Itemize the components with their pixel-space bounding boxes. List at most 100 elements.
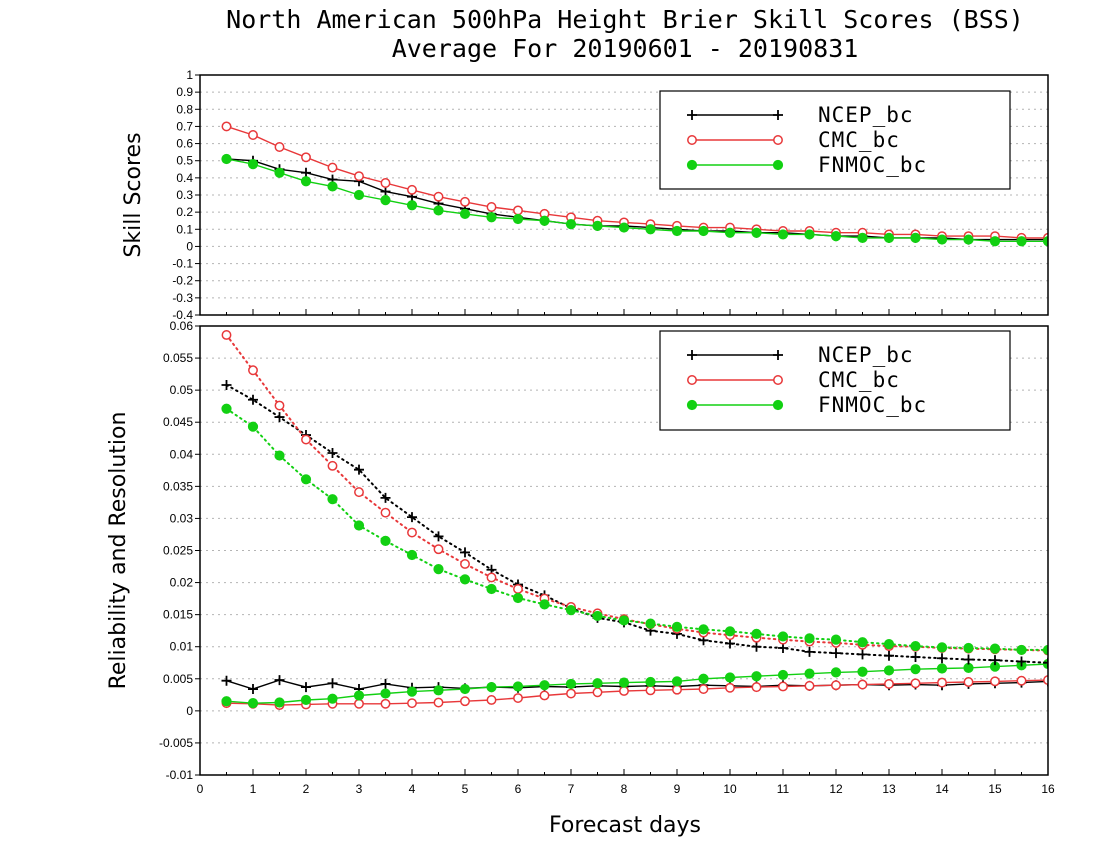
data-point-fnmoc-bc [300,474,312,485]
x-tick-label: 3 [356,782,363,796]
data-point-cmc-bc [407,184,417,195]
data-point-fnmoc-bc [565,219,577,230]
data-point-cmc-bc [804,680,815,691]
data-point-cmc-bc [486,695,497,705]
y-tick-label: 0.035 [163,479,193,493]
data-point-fnmoc-bc [406,686,418,697]
data-point-fnmoc-bc [565,678,577,690]
data-point-cmc-bc [486,202,497,212]
data-point-cmc-bc [963,677,974,687]
data-point-fnmoc-bc [671,621,683,632]
reliability-resolution-panel: -0.01 -0.005 0 0.005 0.01 0.015 0.02 0.025 0.03 0… [106,319,1055,796]
legend-marker-fnmoc-bc [686,159,698,171]
data-point-fnmoc-bc [936,663,948,674]
data-point-fnmoc-bc [830,231,842,242]
data-point-fnmoc-bc [936,234,948,245]
data-point-fnmoc-bc [380,688,391,699]
data-point-cmc-bc [380,507,391,518]
data-point-fnmoc-bc [751,628,762,639]
data-point-ncep-bc [380,492,391,503]
x-tick-label: 13 [882,782,896,796]
chart-title: North American 500hPa Height Brier Skill… [226,5,1024,34]
y-tick-label: 0.025 [163,544,193,558]
data-point-ncep-bc [460,547,470,558]
y-tick-label: 0.6 [176,137,193,151]
data-point-fnmoc-bc [724,672,736,683]
data-point-fnmoc-bc [989,236,1001,247]
data-point-fnmoc-bc [777,669,789,681]
data-point-ncep-bc [301,682,311,693]
data-point-fnmoc-bc [645,224,656,235]
data-point-cmc-bc [274,400,285,411]
x-tick-label: 1 [250,782,257,796]
data-point-fnmoc-bc [433,564,444,575]
data-point-cmc-bc [884,678,894,689]
data-point-fnmoc-bc [380,195,391,206]
x-tick-label: 16 [1041,782,1055,796]
data-point-ncep-bc [937,653,947,664]
x-tick-label: 14 [935,782,949,796]
series-cmc-bc-solid [221,121,1048,243]
y-axis-label: Skill Scores [121,132,146,257]
data-point-cmc-bc [248,130,258,140]
data-point-fnmoc-bc [910,232,921,243]
data-point-fnmoc-bc [883,665,895,676]
data-point-ncep-bc [380,186,391,197]
data-point-fnmoc-bc [989,643,1001,654]
data-point-cmc-bc [566,688,576,699]
data-point-cmc-bc [354,487,364,498]
data-point-ncep-bc [831,648,841,659]
data-point-fnmoc-bc [486,583,497,595]
data-point-fnmoc-bc [433,205,444,216]
chart-subtitle: Average For 20190601 - 20190831 [392,34,859,63]
y-tick-label: 0.2 [176,205,193,219]
data-point-ncep-bc [221,380,232,391]
data-point-cmc-bc [645,685,656,696]
skill-scores-panel: -0.4 -0.3 -0.2 -0.1 0 0.1 0.2 0.3 0.4 0.5 0.6 0.7 0.… [121,68,1049,322]
data-point-fnmoc-bc [804,668,815,679]
data-point-fnmoc-bc [645,618,656,629]
data-point-cmc-bc [725,682,735,693]
data-point-fnmoc-bc [486,682,497,693]
data-point-ncep-bc [327,448,338,459]
data-point-cmc-bc [539,690,550,701]
data-point-cmc-bc [407,698,417,709]
legend-marker-cmc-bc [773,135,783,145]
data-point-ncep-bc [778,642,788,653]
data-point-cmc-bc [274,142,285,152]
data-point-fnmoc-bc [671,676,683,687]
data-point-ncep-bc [327,678,338,689]
y-tick-label: 0.7 [176,119,193,133]
data-point-cmc-bc [354,171,364,182]
data-point-fnmoc-bc [830,634,842,645]
legend-marker-ncep-bc [687,350,697,360]
data-point-fnmoc-bc [671,225,683,237]
data-point-cmc-bc [301,434,311,445]
data-point-fnmoc-bc [353,189,365,201]
legend-marker-fnmoc-bc [772,159,784,171]
data-point-fnmoc-bc [512,213,524,225]
data-point-fnmoc-bc [459,683,471,695]
data-point-cmc-bc [486,572,497,583]
data-point-fnmoc-bc [857,232,868,243]
data-point-ncep-bc [248,684,258,695]
data-point-cmc-bc [221,330,232,340]
data-point-fnmoc-bc [777,229,789,240]
data-point-fnmoc-bc [910,664,921,675]
data-point-cmc-bc [513,205,523,216]
y-tick-label: 0.8 [176,102,193,116]
y-tick-label: 0.01 [170,640,194,654]
data-point-fnmoc-bc [539,215,550,226]
data-point-fnmoc-bc [751,671,762,682]
data-point-fnmoc-bc [247,421,259,432]
series-line-fnmoc-bc [225,407,1048,651]
data-point-fnmoc-bc [618,222,630,233]
data-point-fnmoc-bc [406,200,418,211]
data-point-fnmoc-bc [247,698,259,709]
data-point-fnmoc-bc [539,680,550,691]
legend-label-cmc-bc: CMC_bc [818,128,900,152]
y-tick-label: 0.9 [176,85,193,99]
data-point-cmc-bc [990,676,1000,687]
